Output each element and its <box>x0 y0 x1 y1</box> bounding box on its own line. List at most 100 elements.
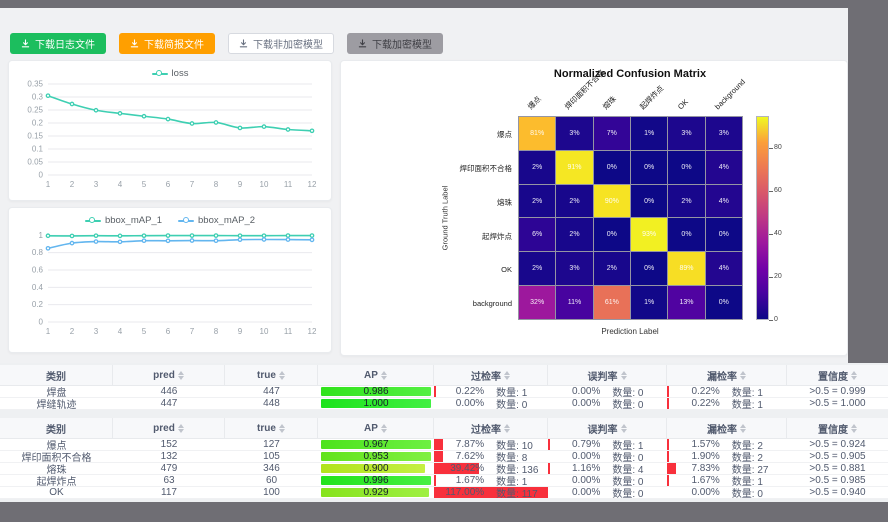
download-report-button[interactable]: 下载简报文件 <box>119 33 215 54</box>
cell-ap: 0.996 <box>318 475 434 486</box>
cell-ap: 1.000 <box>318 398 434 409</box>
download-icon <box>358 39 367 48</box>
confusion-matrix-card: Normalized Confusion Matrix Prediction L… <box>340 60 848 356</box>
table-header-row: 类别 pred true AP 过检率 误判率 漏检率 置信度 <box>0 365 888 386</box>
ap-bar <box>321 440 431 449</box>
ap-bar <box>321 464 426 473</box>
col-header-miss[interactable]: 漏检率 <box>667 365 787 385</box>
rate-bar <box>434 386 436 397</box>
cm-cell: 32% <box>519 286 556 319</box>
cm-x-tick-label: background <box>713 77 748 112</box>
cell-true: 447 <box>263 386 280 397</box>
col-header-true[interactable]: true <box>225 418 318 438</box>
cell-cls: 焊缝轨迹 <box>36 400 77 409</box>
cell-over: 1.67% 数量: 1 <box>434 475 548 486</box>
colorbar-tick-label: 40 <box>774 230 782 238</box>
legend-loss[interactable]: loss <box>151 68 188 79</box>
cm-cell: 1% <box>630 117 668 150</box>
sort-icon[interactable] <box>177 370 184 380</box>
col-header-over[interactable]: 过检率 <box>434 365 548 385</box>
cm-cell: 0% <box>668 150 705 184</box>
table-row: 爆点 152 127 0.967 7.87% 数量: 10 0.79% 数量: 1 1.57% 数… <box>0 439 888 451</box>
cell-conf: >0.5 = 0.924 <box>809 439 866 450</box>
sort-icon[interactable] <box>504 423 510 433</box>
sort-icon[interactable] <box>620 423 627 433</box>
col-header-conf[interactable]: 置信度 <box>787 365 888 385</box>
col-header-ap[interactable]: AP <box>318 365 434 385</box>
colorbar-tick <box>769 234 773 236</box>
svg-text:7: 7 <box>190 327 195 336</box>
sort-icon[interactable] <box>620 370 627 380</box>
cell-miss: 7.83% 数量: 27 <box>667 463 787 474</box>
rate-bar <box>434 475 436 486</box>
svg-text:9: 9 <box>238 327 243 336</box>
col-header-mis[interactable]: 误判率 <box>548 418 667 438</box>
sort-icon[interactable] <box>740 370 746 380</box>
button-label: 下载日志文件 <box>35 40 95 51</box>
colorbar-tick <box>769 148 773 150</box>
cell-over: 117.00% 数量: 117 <box>434 487 548 498</box>
svg-text:0.05: 0.05 <box>27 158 43 167</box>
table-row: 焊缝轨迹 447 448 1.000 0.00% 数量: 0 0.00% 数量: 0 0.22%… <box>0 398 888 410</box>
legend-bbox_mAP_2[interactable]: bbox_mAP_2 <box>178 215 255 226</box>
cell-pred: 479 <box>160 463 178 474</box>
sort-icon[interactable] <box>278 423 285 433</box>
sort-icon[interactable] <box>380 423 387 433</box>
map-chart-plot: 00.20.40.60.811 2 3 4 5 6 7 8 9 10 11 12 <box>32 231 317 336</box>
cm-cell: 4% <box>705 150 742 184</box>
rate-bar <box>434 439 443 450</box>
sort-icon[interactable] <box>851 423 857 433</box>
cell-mis: 0.00% 数量: 0 <box>572 487 644 498</box>
cell-mis: 0.00% 数量: 0 <box>572 386 644 397</box>
rate-bar <box>548 463 550 474</box>
download-icon <box>130 39 139 48</box>
svg-text:0.1: 0.1 <box>32 145 44 154</box>
cm-y-tick-label: 起焊炸点 <box>482 231 512 241</box>
download-icon <box>21 39 30 48</box>
cell-true: 346 <box>263 463 280 474</box>
download-log-button[interactable]: 下载日志文件 <box>10 33 106 54</box>
sort-icon[interactable] <box>504 370 510 380</box>
sort-icon[interactable] <box>851 370 857 380</box>
cm-cell: 3% <box>556 252 593 286</box>
confusion-matrix-grid: 81% 3% 7% 1% 3% 3% 2% 91% 0% 0% 0% 4% 2% 2% 90% 0% 2% 4% 6… <box>518 116 743 320</box>
sort-icon[interactable] <box>278 370 285 380</box>
cm-cell: 0% <box>630 184 668 218</box>
download-encrypted-model-button[interactable]: 下载加密模型 <box>347 33 443 54</box>
cell-conf: >0.5 = 0.999 <box>809 386 866 397</box>
col-header-ap[interactable]: AP <box>318 418 434 438</box>
cm-cell: 3% <box>668 117 705 150</box>
cm-cell: 0% <box>593 150 630 184</box>
svg-text:0.25: 0.25 <box>27 106 43 115</box>
button-label: 下载加密模型 <box>372 40 432 51</box>
col-header-mis[interactable]: 误判率 <box>548 365 667 385</box>
metrics-tables-area: 类别 pred true AP 过检率 误判率 漏检率 置信度 焊盘 446 447 0.986 0.2… <box>0 363 888 502</box>
sort-icon[interactable] <box>177 423 184 433</box>
cell-conf: >0.5 = 0.881 <box>809 463 866 474</box>
cm-cell: 4% <box>705 252 742 286</box>
cm-cell: 61% <box>593 286 630 319</box>
download-unencrypted-model-button[interactable]: 下载非加密模型 <box>228 33 334 54</box>
col-header-pred[interactable]: pred <box>113 418 225 438</box>
colorbar-tick-label: 80 <box>774 144 782 152</box>
col-header-true[interactable]: true <box>225 365 318 385</box>
svg-text:0.4: 0.4 <box>32 283 44 292</box>
sort-icon[interactable] <box>380 370 387 380</box>
cell-true: 105 <box>263 451 280 462</box>
svg-text:2: 2 <box>70 180 75 189</box>
button-label: 下载简报文件 <box>144 40 204 51</box>
cell-true: 448 <box>263 398 280 409</box>
col-header-over[interactable]: 过检率 <box>434 418 548 438</box>
cm-cell: 91% <box>556 150 593 184</box>
svg-text:1: 1 <box>46 180 51 189</box>
cell-mis: 0.00% 数量: 0 <box>572 475 644 486</box>
col-header-pred[interactable]: pred <box>113 365 225 385</box>
sort-icon[interactable] <box>740 423 746 433</box>
legend-marker-icon <box>84 217 101 224</box>
ap-bar <box>321 452 431 461</box>
col-header-miss[interactable]: 漏检率 <box>667 418 787 438</box>
cell-cls: 爆点 <box>46 441 67 450</box>
legend-bbox_mAP_1[interactable]: bbox_mAP_1 <box>84 215 162 226</box>
table-row: 焊盘 446 447 0.986 0.22% 数量: 1 0.00% 数量: 0 0.22% 数量… <box>0 386 888 398</box>
col-header-conf[interactable]: 置信度 <box>787 418 888 438</box>
